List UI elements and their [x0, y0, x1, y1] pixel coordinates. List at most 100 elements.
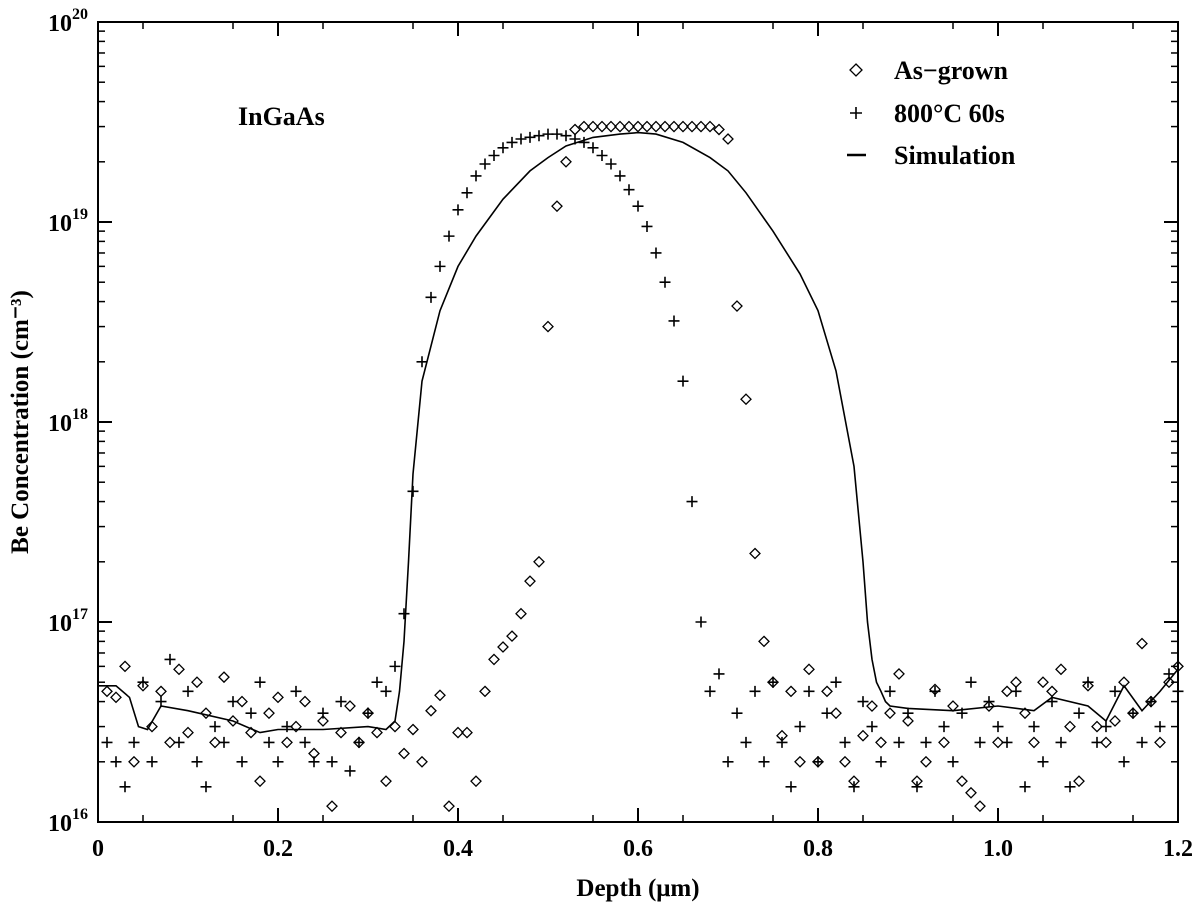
data-point-as-grown	[731, 300, 743, 312]
data-point-800c-60s	[479, 158, 491, 170]
data-point-as-grown	[452, 726, 464, 739]
data-point-800c-60s	[911, 781, 923, 793]
data-point-800c-60s	[731, 707, 743, 719]
data-point-800c-60s	[614, 170, 626, 182]
data-point-as-grown	[560, 155, 572, 168]
data-point-as-grown	[479, 685, 491, 698]
data-point-as-grown	[605, 120, 617, 133]
data-point-800c-60s	[650, 247, 662, 259]
data-point-800c-60s	[1082, 676, 1094, 688]
data-point-800c-60s	[317, 707, 329, 719]
data-point-as-grown	[749, 547, 761, 560]
data-point-as-grown	[326, 800, 338, 813]
series-as-grown	[101, 120, 1184, 813]
data-point-800c-60s	[857, 696, 869, 708]
material-annotation: InGaAs	[238, 102, 325, 131]
data-point-800c-60s	[101, 736, 113, 748]
data-point-as-grown	[884, 707, 896, 720]
data-point-as-grown	[272, 691, 284, 704]
data-point-as-grown	[1163, 676, 1175, 689]
data-point-800c-60s	[758, 756, 770, 768]
data-point-as-grown	[551, 200, 563, 213]
data-point-800c-60s	[389, 660, 401, 672]
data-point-as-grown	[830, 707, 842, 720]
data-point-800c-60s	[110, 756, 122, 768]
data-point-800c-60s	[641, 220, 653, 232]
data-point-800c-60s	[848, 781, 860, 793]
data-point-800c-60s	[929, 685, 941, 697]
data-point-800c-60s	[632, 200, 644, 212]
data-point-as-grown	[128, 755, 140, 768]
data-point-800c-60s	[488, 150, 500, 162]
data-point-800c-60s	[272, 756, 284, 768]
data-point-as-grown	[983, 700, 995, 712]
y-tick-label: 1018	[48, 406, 88, 437]
y-axis-label: Be Concentration (cm⁻³)	[7, 290, 34, 554]
data-point-800c-60s	[191, 756, 203, 768]
data-point-800c-60s	[371, 676, 383, 688]
data-point-as-grown	[587, 120, 599, 133]
x-tick-label: 0.6	[623, 836, 653, 862]
data-point-800c-60s	[686, 496, 698, 508]
data-point-as-grown	[461, 726, 473, 739]
data-point-as-grown	[119, 660, 131, 673]
data-point-as-grown	[443, 800, 455, 813]
data-point-800c-60s	[1136, 736, 1148, 748]
data-point-as-grown	[650, 120, 662, 133]
data-point-800c-60s	[1172, 685, 1184, 697]
data-point-as-grown	[191, 676, 203, 689]
series-800c-60s	[101, 128, 1184, 793]
data-point-800c-60s	[425, 291, 437, 303]
data-point-800c-60s	[605, 158, 617, 170]
data-point-as-grown	[1109, 715, 1121, 727]
data-point-as-grown	[434, 689, 446, 702]
legend-marker-diamond	[849, 63, 863, 77]
data-point-800c-60s	[164, 653, 176, 665]
data-point-as-grown	[965, 786, 977, 799]
data-point-as-grown	[1037, 676, 1049, 689]
data-point-as-grown	[659, 120, 671, 133]
data-point-800c-60s	[866, 721, 878, 733]
data-point-800c-60s	[245, 707, 257, 719]
data-point-as-grown	[1028, 736, 1040, 749]
data-point-800c-60s	[443, 230, 455, 242]
data-point-800c-60s	[515, 133, 527, 145]
data-point-as-grown	[686, 120, 698, 133]
data-point-as-grown	[1046, 685, 1058, 698]
data-point-as-grown	[155, 685, 167, 698]
data-point-800c-60s	[812, 756, 824, 768]
data-point-800c-60s	[1073, 707, 1085, 719]
data-point-as-grown	[335, 726, 347, 739]
data-point-800c-60s	[713, 668, 725, 680]
data-point-as-grown	[794, 755, 806, 768]
data-point-as-grown	[236, 695, 248, 708]
data-point-as-grown	[407, 723, 419, 736]
data-point-as-grown	[875, 736, 887, 749]
data-point-800c-60s	[263, 736, 275, 748]
data-point-as-grown	[920, 755, 932, 768]
data-point-800c-60s	[254, 676, 266, 688]
data-point-as-grown	[290, 720, 302, 733]
data-point-800c-60s	[209, 721, 221, 733]
data-point-as-grown	[893, 668, 905, 680]
y-tick-label: 1019	[48, 206, 88, 237]
data-point-as-grown	[785, 685, 797, 698]
x-axis-ticks	[97, 22, 1179, 822]
data-point-800c-60s	[1019, 781, 1031, 793]
data-point-800c-60s	[578, 136, 590, 148]
legend-item-simulation: Simulation	[847, 141, 1016, 170]
y-axis-ticks	[98, 21, 1178, 823]
data-point-as-grown	[281, 736, 293, 749]
data-point-800c-60s	[119, 781, 131, 793]
data-point-800c-60s	[1100, 721, 1112, 733]
data-point-800c-60s	[299, 736, 311, 748]
data-point-as-grown	[821, 685, 833, 698]
data-point-as-grown	[695, 120, 707, 133]
data-point-800c-60s	[551, 128, 563, 140]
data-point-800c-60s	[1010, 685, 1022, 697]
x-tick-label: 1.2	[1163, 836, 1193, 862]
data-point-800c-60s	[1163, 668, 1175, 680]
data-point-as-grown	[218, 671, 230, 684]
x-tick-label: 0.4	[443, 836, 473, 862]
